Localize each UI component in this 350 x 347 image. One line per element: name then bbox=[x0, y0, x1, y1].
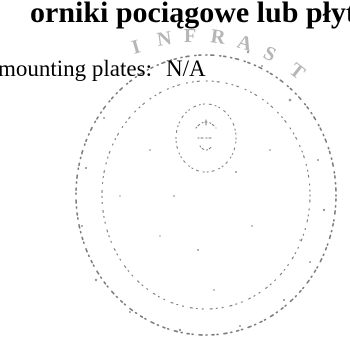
mounting-plates-field: mounting plates: N/A bbox=[0, 54, 206, 84]
document-heading-fragment: orniki pociągowe lub płyt bbox=[30, 0, 350, 29]
stamp-outer-ring bbox=[75, 54, 337, 336]
stamp-letter: S bbox=[260, 42, 280, 67]
stamp-letter: T bbox=[285, 59, 310, 85]
stamp-center-emblem bbox=[175, 103, 237, 173]
field-value: N/A bbox=[165, 56, 206, 81]
stamp-emblem-mark bbox=[195, 119, 217, 151]
stamp-letter: A bbox=[235, 31, 255, 56]
stamp-inner-ring bbox=[101, 80, 311, 310]
field-label: mounting plates: bbox=[0, 56, 152, 81]
